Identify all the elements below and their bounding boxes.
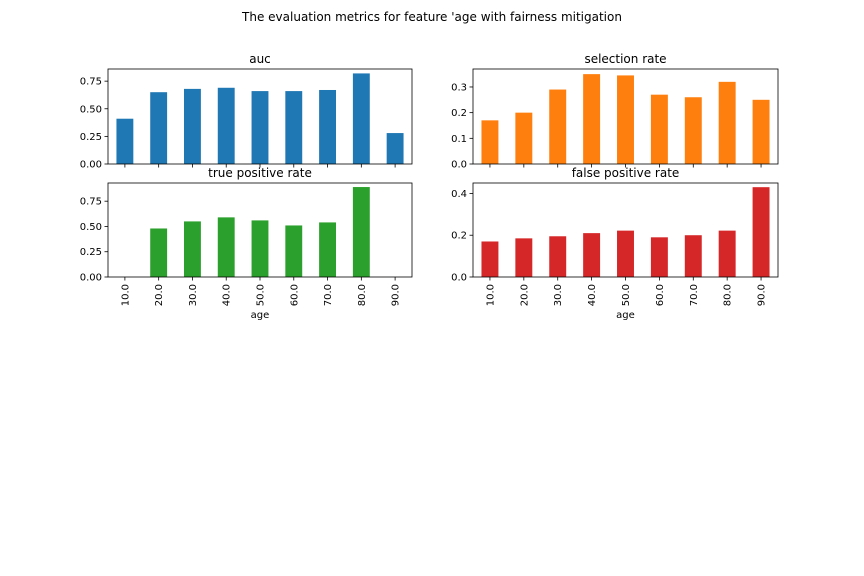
y-tick-label: 0.25 [80,132,102,143]
bar-50.0 [251,91,269,164]
bar-60.0 [285,91,303,164]
x-tick-label: 20.0 [519,284,530,306]
bar-60.0 [650,237,668,277]
bar-20.0 [515,238,533,277]
x-tick-label: 70.0 [323,284,334,306]
x-tick-label: 60.0 [655,284,666,306]
bar-10.0 [481,241,499,277]
bar-10.0 [116,118,134,164]
bar-40.0 [583,233,601,277]
x-tick-label: 10.0 [485,284,496,306]
bar-30.0 [549,236,567,277]
x-tick-label: 30.0 [553,284,564,306]
y-tick-label: 0.1 [451,134,467,145]
x-tick-label: 20.0 [154,284,165,306]
y-tick-label: 0.50 [80,104,102,115]
y-tick-label: 0.3 [451,82,467,93]
x-tick-label: 90.0 [757,284,768,306]
bar-70.0 [684,235,702,277]
bar-80.0 [352,187,370,277]
subplot-title: true positive rate [208,166,312,180]
y-tick-label: 0.75 [80,77,102,88]
bar-40.0 [217,87,235,164]
bar-40.0 [583,74,601,164]
x-tick-label: 50.0 [621,284,632,306]
x-tick-label: 80.0 [723,284,734,306]
x-tick-label: 50.0 [256,284,267,306]
subplot-title: selection rate [584,52,666,66]
bar-70.0 [319,222,336,277]
x-tick-label: 90.0 [391,284,402,306]
x-axis-label: age [251,310,270,321]
subplot-title: false positive rate [572,166,680,180]
x-tick-label: 40.0 [222,284,233,306]
bar-30.0 [549,89,567,164]
bar-80.0 [718,230,736,277]
bar-50.0 [251,220,269,277]
y-tick-label: 0.2 [451,231,467,242]
x-tick-label: 30.0 [188,284,199,306]
bar-90.0 [752,99,770,164]
bar-30.0 [184,221,201,277]
bar-90.0 [386,133,404,164]
y-tick-label: 0.0 [451,273,467,284]
bar-80.0 [352,73,370,164]
y-tick-label: 0.75 [80,197,102,208]
y-tick-label: 0.50 [80,222,102,233]
bar-10.0 [481,120,499,164]
bar-80.0 [718,81,736,164]
x-tick-label: 60.0 [289,284,300,306]
bar-60.0 [650,94,668,164]
y-tick-label: 0.00 [80,273,102,284]
bar-50.0 [617,75,634,164]
bar-50.0 [617,230,634,277]
y-tick-label: 0.00 [80,160,102,171]
x-tick-label: 10.0 [120,284,131,306]
bar-20.0 [150,228,168,277]
bar-20.0 [150,92,168,164]
bar-20.0 [515,112,533,164]
bar-40.0 [217,217,235,277]
bar-70.0 [684,97,702,164]
bar-70.0 [319,89,336,164]
figure-title: The evaluation metrics for feature 'age … [242,10,622,24]
y-tick-label: 0.0 [451,160,467,171]
x-tick-label: 80.0 [357,284,368,306]
y-tick-label: 0.2 [451,108,467,119]
y-tick-label: 0.4 [451,189,467,200]
x-tick-label: 40.0 [587,284,598,306]
x-tick-label: 70.0 [689,284,700,306]
y-tick-label: 0.25 [80,247,102,258]
bar-30.0 [184,88,201,164]
bar-60.0 [285,225,303,277]
subplot-title: auc [249,52,271,66]
bar-90.0 [752,187,770,277]
x-axis-label: age [616,310,635,321]
